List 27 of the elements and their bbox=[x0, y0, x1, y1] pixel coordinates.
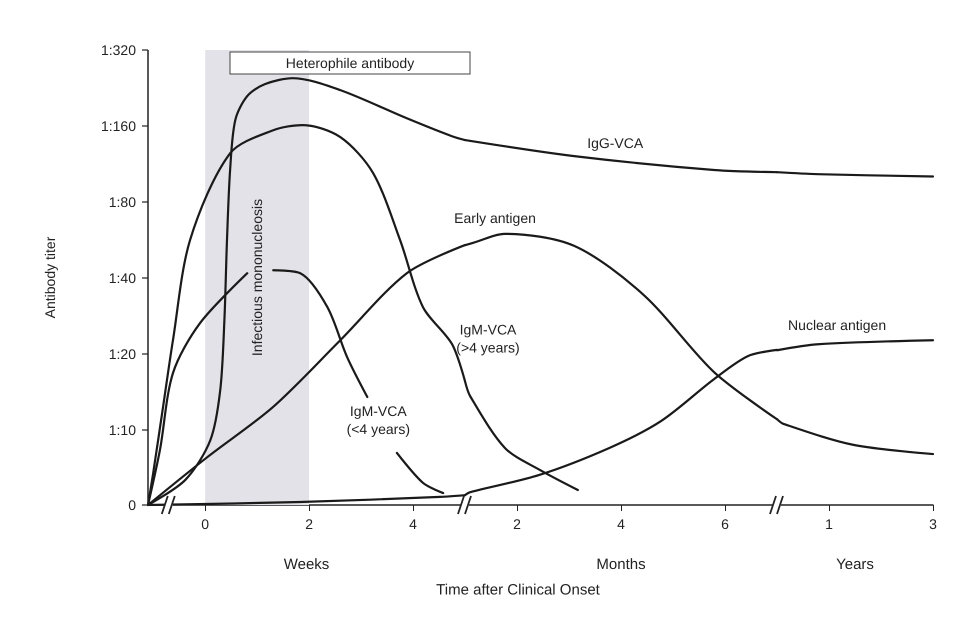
text: 1:320 bbox=[100, 42, 136, 58]
series-label: Early antigen bbox=[454, 210, 536, 226]
text: 1:160 bbox=[100, 118, 136, 134]
series-label: Nuclear antigen bbox=[788, 317, 886, 334]
text: 1:40 bbox=[108, 270, 136, 286]
x-axis-title: Years bbox=[836, 556, 874, 573]
x-tick-label: 2 bbox=[305, 516, 314, 532]
series-label: IgG-VCA bbox=[587, 135, 644, 152]
x-tick-label: 3 bbox=[929, 516, 938, 532]
text: Time after Clinical Onset bbox=[436, 582, 601, 598]
text: 1:20 bbox=[108, 346, 136, 362]
text: Heterophile antibody bbox=[286, 55, 414, 71]
series-label: IgM-VCA (>4 years) bbox=[456, 321, 520, 356]
x-tick-label: 4 bbox=[409, 516, 418, 532]
x-tick-label: 1 bbox=[825, 516, 834, 532]
x-tick-label: 6 bbox=[721, 516, 730, 532]
x-axis-title: Months bbox=[596, 556, 646, 573]
text: 0 bbox=[128, 497, 136, 513]
text: 1:80 bbox=[108, 194, 136, 210]
y-axis-title: Antibody titer bbox=[42, 236, 58, 318]
x-tick-label: 4 bbox=[617, 516, 626, 532]
band-label: Infectious mononucleosis bbox=[249, 198, 266, 356]
x-tick-label: 2 bbox=[513, 516, 522, 532]
series-label: IgM-VCA (<4 years) bbox=[346, 403, 410, 438]
text: 1:10 bbox=[108, 422, 136, 438]
x-axis-title: Weeks bbox=[284, 556, 330, 573]
x-tick-label: 0 bbox=[201, 516, 210, 532]
